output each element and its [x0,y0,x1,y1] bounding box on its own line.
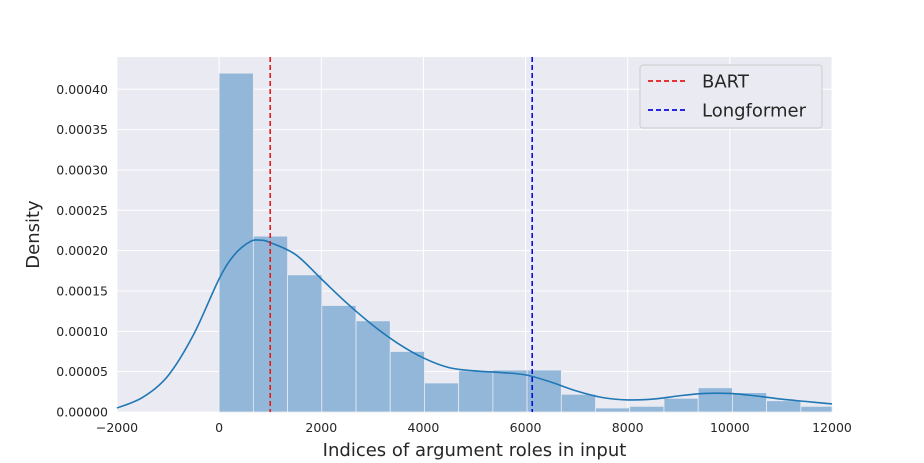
x-tick-label: 0 [215,420,223,435]
y-tick-label: 0.00040 [56,82,108,97]
histogram-bar [389,351,425,413]
y-tick-label: 0.00030 [56,162,108,177]
x-tick-label: 12000 [812,420,852,435]
histogram-bar [766,400,802,413]
histogram-bar [697,387,733,413]
y-tick-label: 0.00025 [56,203,108,218]
x-tick-label: −2000 [96,420,138,435]
y-tick-label: 0.00015 [56,283,108,298]
histogram-bar [663,397,699,413]
histogram-bar [424,382,460,413]
x-tick-label: 2000 [305,420,337,435]
kde-curve [116,239,833,409]
histogram-bar [800,405,833,413]
histogram-bar [287,274,323,413]
x-tick-label: 8000 [612,420,644,435]
x-tick-label: 10000 [710,420,750,435]
x-axis-label: Indices of argument roles in input [323,440,627,461]
x-tick-label: 4000 [408,420,440,435]
legend: BART Longformer [639,64,823,129]
histogram-bar [492,369,528,413]
x-tick-label: 6000 [510,420,542,435]
legend-label-bart: BART [702,72,750,93]
histogram-bar [560,393,596,413]
y-tick-label: 0.00000 [56,405,108,420]
y-axis-label: Density [23,200,44,269]
reference-lines [269,57,534,412]
legend-box [639,64,823,129]
y-tick-label: 0.00020 [56,243,108,258]
y-tick-label: 0.00010 [56,324,108,339]
histogram-bar [595,407,631,413]
histogram-bar [321,305,357,413]
y-tick-labels: 0.00000 0.00005 0.00010 0.00015 0.00020 0.000… [56,82,108,420]
legend-label-longformer: Longformer [702,101,807,122]
y-tick-label: 0.00035 [56,122,108,137]
histogram-bar [458,370,494,413]
histogram-bar [629,405,665,413]
x-tick-labels: −2000 0 2000 4000 6000 8000 10000 12000 [96,420,852,435]
histogram-bars [218,72,833,413]
y-tick-label: 0.00005 [56,364,108,379]
